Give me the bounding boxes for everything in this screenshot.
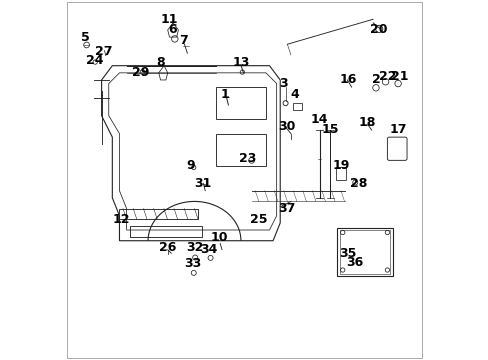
Text: 25: 25 [249,213,267,226]
Text: 27: 27 [95,45,112,58]
Text: 34: 34 [200,243,217,256]
Text: 32: 32 [185,241,203,255]
Text: 2: 2 [371,73,380,86]
Text: 19: 19 [331,159,349,172]
Bar [340,230,389,274]
Text: 22: 22 [378,70,395,83]
Text: 35: 35 [339,247,356,260]
Text: 6: 6 [168,23,177,36]
Text: 8: 8 [156,55,164,69]
Text: 7: 7 [179,34,188,47]
Bar [337,228,392,276]
Bar [335,167,346,180]
Text: 11: 11 [161,13,178,26]
Bar [292,103,301,111]
Text: 12: 12 [112,213,130,226]
Text: 36: 36 [346,256,363,269]
Text: 17: 17 [388,123,406,136]
Text: 15: 15 [321,123,338,136]
Text: 4: 4 [289,88,298,101]
Text: 3: 3 [279,77,287,90]
Text: 29: 29 [132,66,149,79]
Text: 21: 21 [390,70,408,83]
Text: 30: 30 [277,120,295,133]
Text: 18: 18 [358,116,376,129]
Text: 14: 14 [310,113,327,126]
Text: 24: 24 [85,54,103,67]
Text: 26: 26 [159,241,176,255]
Text: 20: 20 [369,23,386,36]
Text: 31: 31 [194,177,211,190]
Text: 33: 33 [183,257,201,270]
Text: 9: 9 [186,159,195,172]
Text: 37: 37 [277,202,295,215]
Text: 28: 28 [349,177,367,190]
Text: 16: 16 [339,73,356,86]
Text: 13: 13 [232,55,249,69]
Text: 1: 1 [220,88,229,101]
Text: 10: 10 [210,231,228,244]
Text: 5: 5 [81,31,90,44]
Text: 23: 23 [239,152,256,165]
